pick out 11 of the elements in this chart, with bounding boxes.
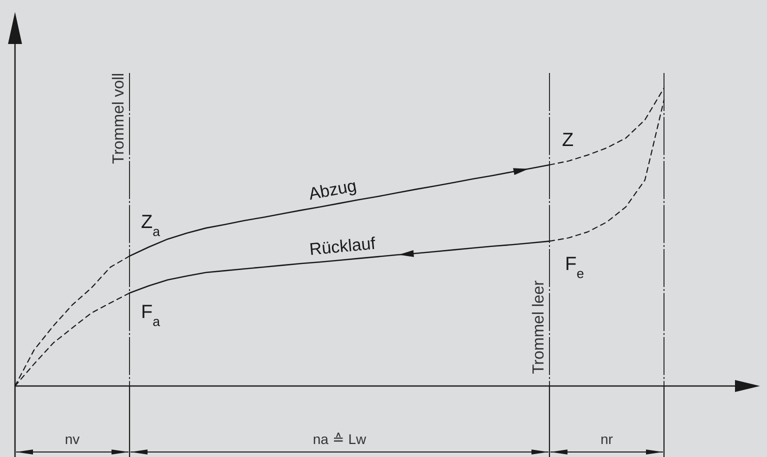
annotation: Z$_{a}$ [141, 212, 161, 238]
text: nv [64, 431, 80, 447]
text: nr [600, 431, 614, 447]
annotation: Z [562, 130, 574, 151]
text: na ≙ Lw [312, 431, 368, 447]
annotation: Trommel leer [530, 280, 548, 374]
legend-label: Rücklauf [308, 234, 377, 259]
annotation: Trommel voll [110, 73, 128, 164]
annotation: F$_{a}$ [141, 302, 161, 328]
text: Abzug [307, 176, 358, 204]
annotation: F$_{e}$ [565, 254, 584, 280]
